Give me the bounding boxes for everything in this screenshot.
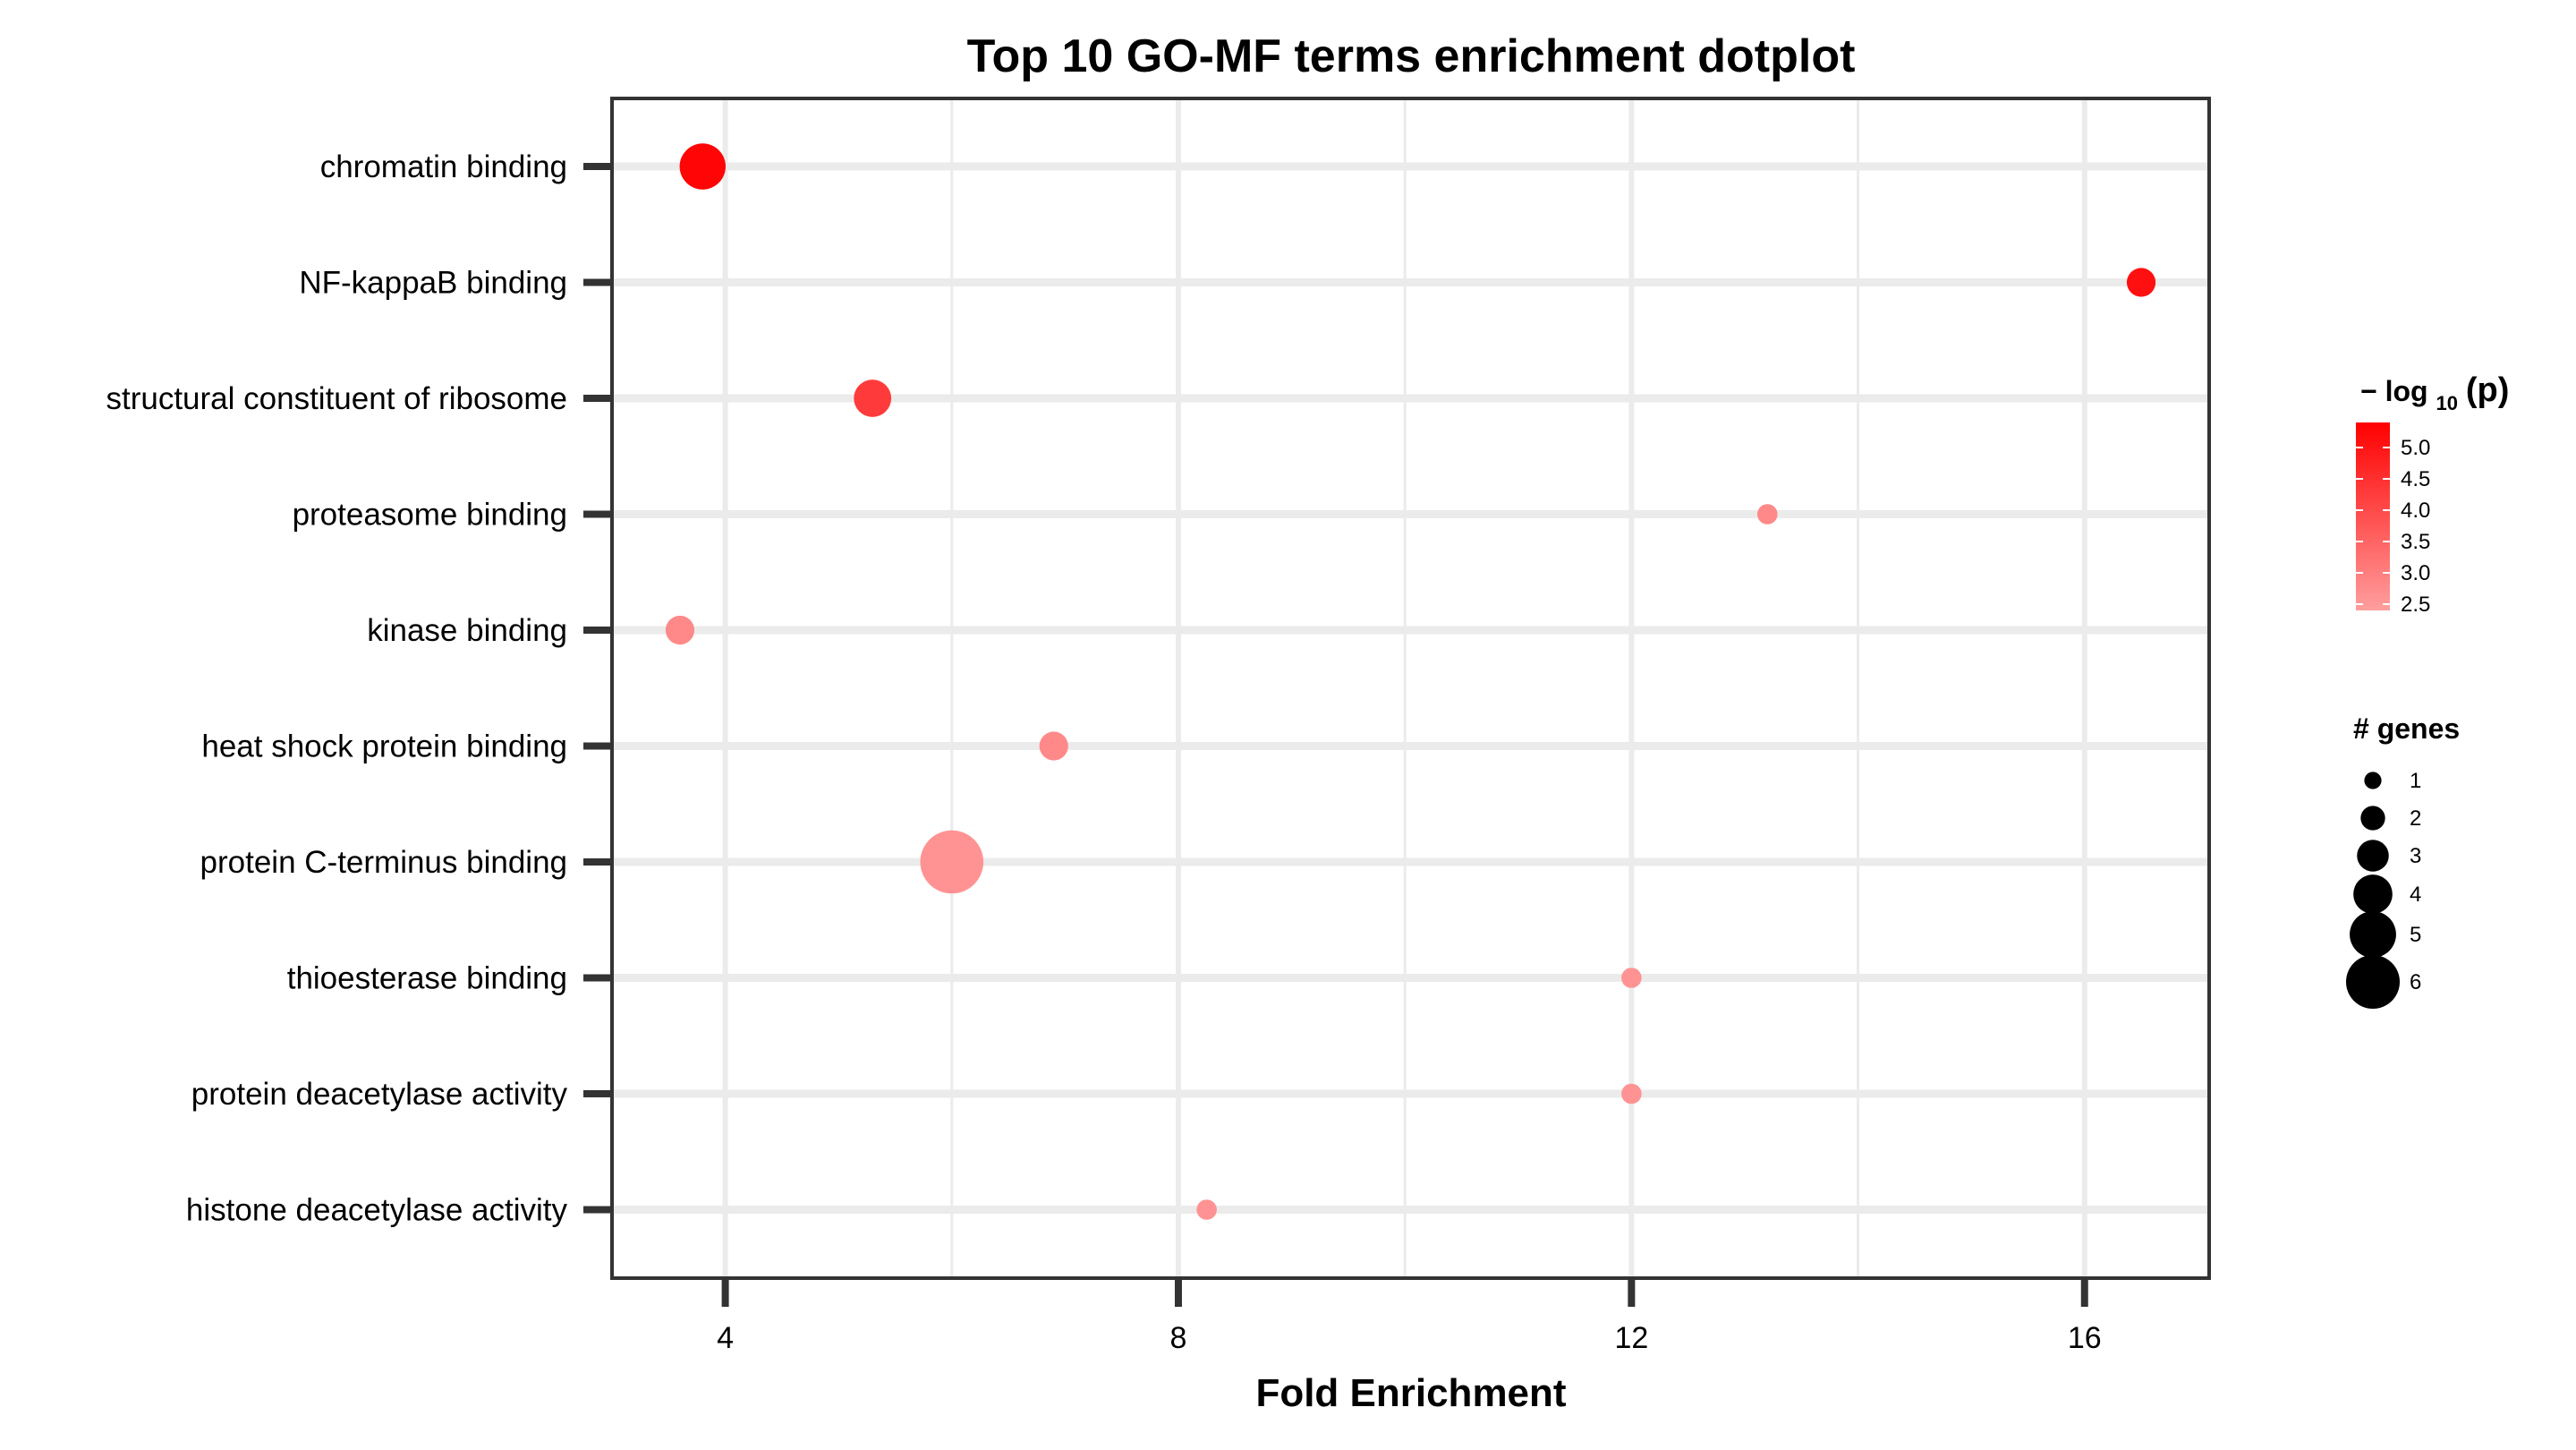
- y-tick-label: thioesterase binding: [287, 961, 567, 996]
- size-legend-label: 1: [2410, 769, 2421, 793]
- size-legend-title: # genes: [2353, 712, 2460, 745]
- color-legend-label: 3.0: [2401, 561, 2430, 585]
- y-tick-label: structural constituent of ribosome: [106, 381, 567, 416]
- color-legend: − log 10 (p) 5.0 4.5 4.0 3.5 3.0 2.5: [2356, 371, 2509, 617]
- color-legend-title-prefix: − log: [2360, 375, 2428, 407]
- color-legend-title: − log 10 (p): [2360, 371, 2509, 416]
- size-legend-dot: [2357, 840, 2389, 872]
- y-tick-label: kinase binding: [367, 613, 567, 648]
- color-legend-label: 5.0: [2401, 436, 2430, 460]
- data-point: [1756, 504, 1778, 525]
- data-point: [854, 380, 892, 417]
- color-legend-bar: [2356, 422, 2390, 610]
- color-legend-label: 4.5: [2401, 467, 2430, 491]
- y-axis-labels: chromatin binding NF-kappaB binding struct…: [106, 149, 567, 1228]
- data-point: [1039, 731, 1068, 761]
- y-tick-label: protein C-terminus binding: [200, 845, 567, 880]
- x-axis-title: Fold Enrichment: [1255, 1371, 1566, 1415]
- grid-lines: [612, 98, 2209, 1278]
- x-tick-label: 16: [2068, 1321, 2102, 1355]
- size-legend-label: 5: [2410, 923, 2421, 947]
- color-legend-label: 4.0: [2401, 499, 2430, 523]
- data-points: [665, 143, 2156, 1220]
- data-point: [1196, 1199, 1217, 1220]
- color-legend-ticks: 5.0 4.5 4.0 3.5 3.0 2.5: [2356, 436, 2430, 617]
- data-point: [2126, 268, 2156, 297]
- size-legend-dot: [2360, 806, 2385, 831]
- chart-title: Top 10 GO-MF terms enrichment dotplot: [967, 30, 1856, 82]
- color-legend-label: 3.5: [2401, 530, 2430, 554]
- size-legend-dot: [2350, 911, 2396, 958]
- size-legend: # genes 1 2 3 4 5 6: [2345, 712, 2460, 1010]
- size-legend-label: 2: [2410, 806, 2421, 831]
- x-axis-labels: 4 8 12 16: [717, 1321, 2102, 1355]
- y-tick-label: chromatin binding: [320, 149, 567, 184]
- color-legend-label: 2.5: [2401, 593, 2430, 617]
- size-legend-dot: [2353, 874, 2393, 914]
- size-legend-dot: [2364, 772, 2382, 789]
- y-tick-label: histone deacetylase activity: [186, 1193, 568, 1228]
- size-legend-label: 4: [2410, 883, 2421, 907]
- y-tick-label: proteasome binding: [293, 498, 567, 533]
- data-point: [679, 143, 726, 190]
- y-tick-label: heat shock protein binding: [201, 729, 567, 764]
- size-legend-label: 6: [2410, 970, 2421, 994]
- size-legend-items: 1 2 3 4 5 6: [2345, 769, 2421, 1010]
- data-point: [665, 615, 695, 645]
- size-legend-label: 3: [2410, 844, 2421, 868]
- data-point: [1621, 968, 1642, 988]
- x-tick-label: 4: [717, 1321, 734, 1355]
- color-legend-title-suffix: (p): [2466, 371, 2510, 409]
- data-point: [920, 830, 984, 894]
- x-tick-label: 8: [1170, 1321, 1187, 1355]
- axis-ticks: [583, 163, 2088, 1307]
- size-legend-dot: [2345, 954, 2401, 1010]
- y-tick-label: protein deacetylase activity: [191, 1077, 568, 1112]
- y-tick-label: NF-kappaB binding: [299, 266, 567, 301]
- plot-panel-border: [610, 97, 2211, 1280]
- color-legend-title-sub: 10: [2436, 392, 2457, 414]
- data-point: [1621, 1083, 1642, 1105]
- x-tick-label: 12: [1614, 1321, 1648, 1355]
